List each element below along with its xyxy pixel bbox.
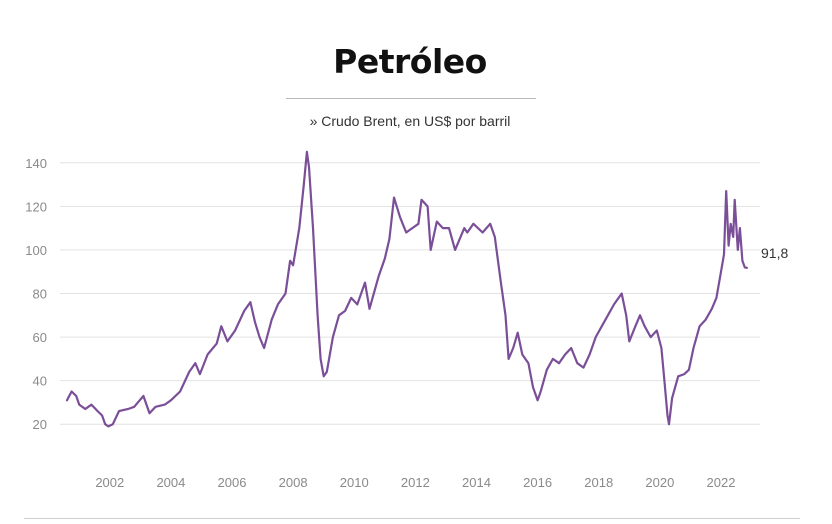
bottom-divider [24, 518, 800, 519]
y-tick-label: 100 [25, 243, 47, 258]
x-tick-label: 2014 [462, 475, 491, 490]
series-layer [65, 150, 748, 428]
end-value-label: 91,8 [761, 245, 788, 261]
y-tick-label: 80 [33, 287, 47, 302]
y-tick-label: 40 [33, 374, 47, 389]
x-tick-label: 2004 [156, 475, 185, 490]
x-tick-label: 2002 [95, 475, 124, 490]
x-axis-labels: 2002 2004 2006 2008 2010 2012 2014 2016 2018 2020… [95, 475, 735, 490]
chart-subtitle: » Crudo Brent, en US$ por barril [309, 113, 511, 129]
y-tick-label: 20 [33, 417, 47, 432]
x-tick-label: 2006 [218, 475, 247, 490]
gridlines [60, 162, 760, 425]
x-tick-label: 2018 [584, 475, 613, 490]
chart-title: Petróleo [333, 42, 487, 81]
y-tick-label: 140 [25, 156, 47, 171]
x-tick-label: 2010 [340, 475, 369, 490]
brent-price-line [65, 150, 748, 428]
title-divider [286, 98, 536, 99]
x-tick-label: 2016 [523, 475, 552, 490]
y-tick-label: 120 [25, 199, 47, 214]
x-tick-label: 2008 [279, 475, 308, 490]
y-tick-label: 60 [33, 330, 47, 345]
x-tick-label: 2012 [401, 475, 430, 490]
x-tick-label: 2022 [707, 475, 736, 490]
y-axis-labels: 20 40 60 80 100 120 140 [25, 156, 47, 432]
end-value-label-group: 91,8 [761, 245, 788, 261]
x-tick-label: 2020 [645, 475, 674, 490]
